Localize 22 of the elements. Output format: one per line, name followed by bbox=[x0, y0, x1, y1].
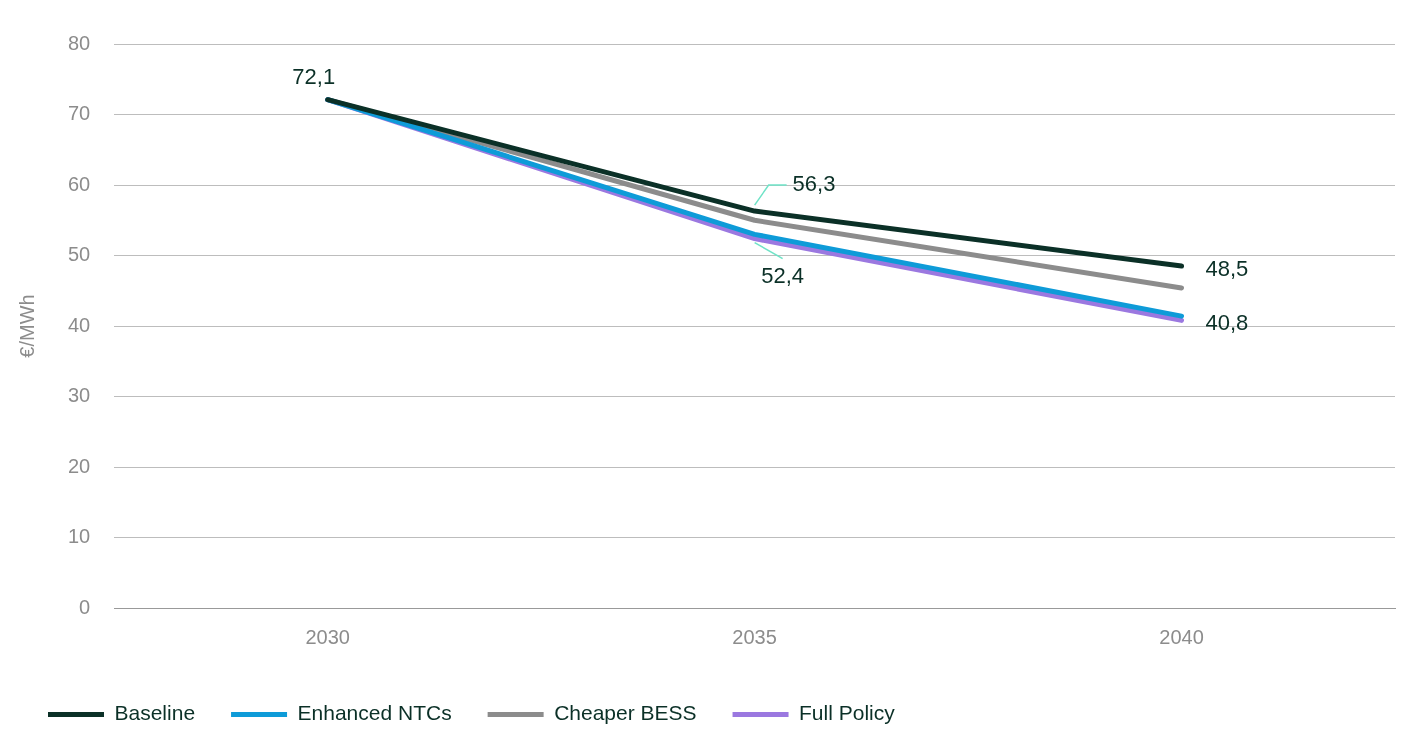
y-tick-label: 50 bbox=[68, 243, 91, 266]
data-label: 48,5 bbox=[1205, 256, 1249, 282]
legend-label: Cheaper BESS bbox=[554, 701, 697, 725]
data-label: 56,3 bbox=[792, 171, 836, 197]
data-label: 52,4 bbox=[761, 262, 805, 288]
x-tick-label: 2035 bbox=[732, 625, 777, 648]
y-tick-label: 30 bbox=[68, 384, 91, 407]
legend-label: Full Policy bbox=[799, 701, 896, 725]
data-label: 72,1 bbox=[292, 63, 336, 89]
y-tick-label: 10 bbox=[68, 525, 91, 548]
x-tick-label: 2030 bbox=[305, 625, 350, 648]
y-tick-label: 40 bbox=[68, 313, 91, 336]
legend-label: Enhanced NTCs bbox=[297, 701, 452, 725]
data-label: 40,8 bbox=[1205, 310, 1249, 336]
y-tick-label: 60 bbox=[68, 172, 91, 195]
y-axis-title: €/MWh bbox=[15, 294, 38, 358]
y-tick-label: 80 bbox=[68, 31, 91, 54]
y-tick-label: 70 bbox=[68, 102, 91, 125]
legend-label: Baseline bbox=[114, 701, 196, 725]
x-tick-label: 2040 bbox=[1159, 625, 1204, 648]
y-tick-label: 0 bbox=[79, 595, 91, 618]
y-tick-label: 20 bbox=[68, 454, 91, 477]
